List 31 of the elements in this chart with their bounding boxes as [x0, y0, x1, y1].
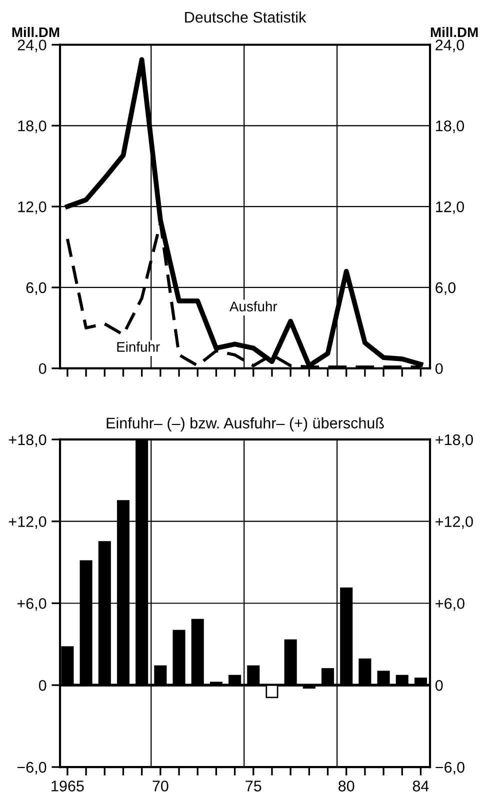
y2-tick-label: +12,0 — [436, 516, 473, 529]
series-label: Einfuhr — [117, 342, 160, 352]
y2-tick-label: 0 — [435, 680, 443, 691]
y2-tick-label: 18,0 — [436, 120, 464, 134]
y-tick-label: 6,0 — [26, 282, 46, 295]
y2-tick-label: 6,0 — [436, 282, 456, 295]
x-tick-label: 1965 — [52, 780, 84, 792]
y-tick-label: +12,0 — [8, 516, 46, 529]
x-tick-label: 70 — [152, 780, 168, 792]
y2-tick-label: +6,0 — [436, 598, 464, 611]
chart-title: Deutsche Statistik — [185, 11, 306, 23]
y-tick-label: 24,0 — [18, 40, 46, 52]
y2-tick-label: 0 — [435, 363, 443, 374]
chart-title: Einfuhr– (–) bzw. Ausfuhr– (+) überschuß — [106, 417, 384, 432]
y-tick-label: −6,0 — [17, 762, 46, 775]
y2-tick-label: 24,0 — [436, 40, 464, 52]
y2-tick-label: 12,0 — [436, 201, 464, 214]
y-tick-label: +6,0 — [17, 598, 46, 611]
x-tick-label: 84 — [412, 780, 429, 792]
y-tick-label: 0 — [38, 680, 46, 691]
y2-tick-label: +18,0 — [436, 434, 473, 447]
y-tick-label: 18,0 — [18, 120, 46, 134]
x-tick-label: 75 — [246, 780, 262, 792]
y-axis-title: Mill.DM — [12, 26, 60, 38]
y-tick-label: 0 — [38, 363, 46, 374]
x-tick-label: 80 — [338, 780, 354, 792]
y2-axis-title: Mill.DM — [430, 26, 478, 38]
y-tick-label: 12,0 — [18, 201, 46, 214]
y2-tick-label: −6,0 — [436, 762, 464, 775]
y-tick-label: +18,0 — [8, 434, 46, 447]
series-label: Ausfuhr — [229, 301, 278, 312]
